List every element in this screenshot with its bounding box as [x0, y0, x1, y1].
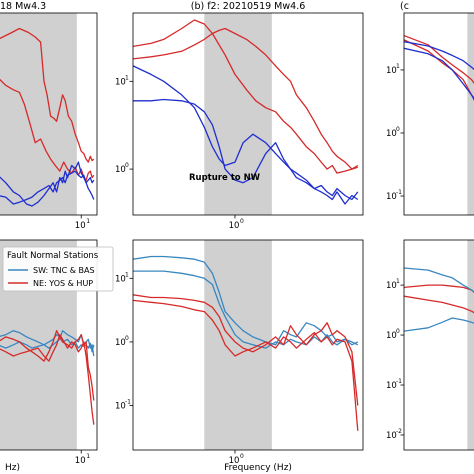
- x-tick-exponent: 1: [86, 453, 90, 460]
- series-line-red: [0, 330, 95, 401]
- legend-title: Fault Normal Stations: [7, 251, 99, 261]
- series-line-red: [133, 27, 359, 170]
- axes-frame: [0, 239, 98, 451]
- series-line-red: [404, 295, 474, 314]
- y-tick-exponent: 0: [396, 328, 400, 335]
- y-tick-label: 10: [386, 66, 397, 76]
- axes-frame: [132, 12, 364, 216]
- y-tick-exponent: -2: [396, 428, 402, 435]
- x-tick-exponent: 1: [86, 218, 90, 225]
- panel-title: (b) f2: 20210519 Mw4.6: [191, 1, 306, 12]
- axes-frame: [132, 239, 364, 451]
- shaded-band: [467, 13, 474, 215]
- y-tick-exponent: 0: [125, 162, 129, 169]
- series-line-lightblue: [404, 317, 474, 332]
- y-tick-exponent: -1: [125, 399, 131, 406]
- axes-frame: [403, 12, 474, 216]
- x-tick-exponent: 0: [240, 218, 244, 225]
- series-line-blue: [404, 47, 474, 101]
- y-tick-label: 10: [386, 281, 397, 291]
- y-tick-label: 10: [386, 192, 397, 202]
- x-tick-label: 10: [229, 456, 240, 466]
- series-line-blue: [0, 161, 95, 207]
- shaded-band: [467, 240, 474, 450]
- y-tick-label: 10: [115, 77, 126, 87]
- x-tick-label: 10: [229, 221, 240, 231]
- series-line-blue: [133, 98, 359, 205]
- legend-entry-ne: NE: YOS & HUP: [33, 279, 93, 288]
- panel-a-top: 10 1 18 Mw4.3: [0, 1, 98, 231]
- shaded-band: [204, 13, 272, 215]
- y-tick-label: 10: [115, 165, 126, 175]
- series-line-lightblue: [133, 255, 359, 346]
- panel-inner-c-top: [404, 13, 474, 215]
- series-line-red: [133, 294, 359, 406]
- legend-box: [2, 246, 114, 292]
- y-tick-exponent: 1: [125, 74, 129, 81]
- legend-entry-sw: SW: TNC & BAS: [33, 266, 95, 275]
- x-tick-label: 10: [75, 221, 86, 231]
- x-axis-label: Frequency (Hz): [224, 463, 292, 473]
- y-tick-exponent: 0: [396, 126, 400, 133]
- y-tick-label: 10: [386, 331, 397, 341]
- y-tick-exponent: 1: [396, 63, 400, 70]
- series-line-red: [133, 19, 358, 174]
- panel-inner-a-top: [0, 13, 95, 215]
- shaded-band: [0, 13, 77, 215]
- series-line-red: [0, 334, 95, 425]
- y-tick-exponent: -1: [396, 189, 402, 196]
- y-tick-label: 10: [115, 338, 126, 348]
- y-tick-exponent: -1: [396, 378, 402, 385]
- y-tick-label: 10: [386, 431, 397, 441]
- legend: Fault Normal Stations SW: TNC & BAS NE: …: [2, 246, 114, 292]
- panel-b-bottom: 10 010 110 010 -1: [115, 239, 364, 466]
- series-line-red: [0, 27, 95, 163]
- y-tick-label: 10: [115, 274, 126, 284]
- x-tick-label: 10: [75, 456, 86, 466]
- series-line-lightblue: [404, 267, 474, 294]
- series-line-blue: [404, 41, 474, 71]
- panel-inner-b-top: [133, 13, 359, 215]
- left-x-axis-label-fragment: Hz): [5, 463, 20, 473]
- y-tick-label: 10: [386, 381, 397, 391]
- y-tick-exponent: 1: [125, 271, 129, 278]
- panel-annotation: Rupture to NW: [189, 173, 261, 183]
- y-tick-exponent: 0: [125, 335, 129, 342]
- y-tick-exponent: 1: [396, 278, 400, 285]
- axes-frame: [403, 239, 474, 451]
- x-tick-exponent: 0: [240, 453, 244, 460]
- series-line-red: [0, 78, 95, 181]
- panel-title: (c: [400, 1, 409, 12]
- panel-inner-b-bottom: [133, 240, 359, 450]
- y-tick-label: 10: [115, 402, 126, 412]
- series-line-red: [404, 284, 474, 294]
- panel-title: 18 Mw4.3: [0, 1, 46, 12]
- y-tick-label: 10: [386, 129, 397, 139]
- panel-inner-c-bottom: [404, 240, 474, 450]
- series-line-red: [404, 39, 474, 99]
- axes-frame: [0, 12, 98, 216]
- series-line-red: [133, 299, 359, 431]
